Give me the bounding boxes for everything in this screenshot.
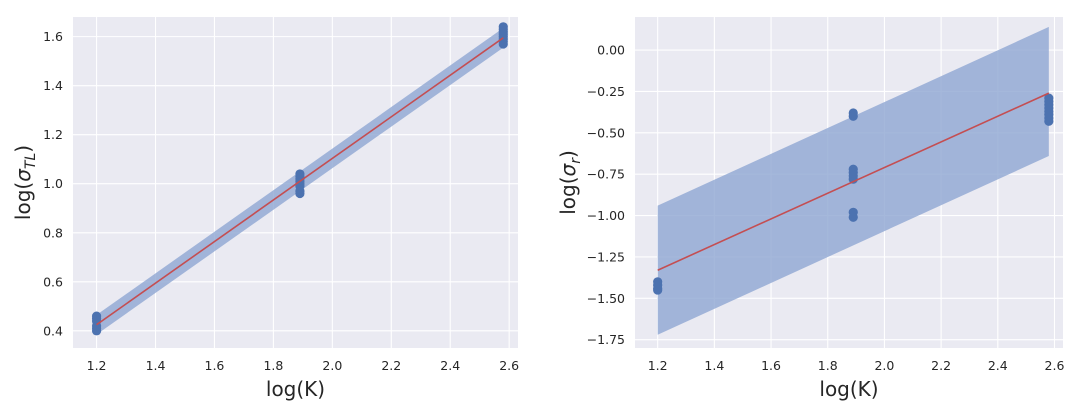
regression-line: [96, 37, 504, 326]
x-tick-label: 2.0: [322, 358, 342, 373]
x-tick-label: 1.6: [761, 358, 781, 373]
left-chart: 1.2 1.4 1.6 1.8 2.0 2.2 2.4 2.6 0.4 0.6 0.8 1.0 1.2 1…: [11, 17, 519, 401]
plot-content: [653, 26, 1054, 335]
x-tick-label: 2.2: [381, 358, 401, 373]
x-tick-label: 2.4: [440, 358, 460, 373]
data-point: [498, 22, 508, 32]
y-axis-label-sigma: σ: [556, 162, 580, 176]
x-tick-label: 1.4: [146, 358, 166, 373]
x-tick-label: 1.2: [648, 358, 668, 373]
y-tick-label: −0.50: [587, 125, 625, 140]
x-tick-label: 1.8: [818, 358, 838, 373]
y-axis-label-subscript: TL: [23, 153, 39, 169]
x-tick-label: 1.8: [263, 358, 283, 373]
x-axis-label: log(K): [819, 377, 878, 401]
data-point: [848, 212, 858, 222]
data-point: [848, 111, 858, 121]
y-axis-label: log(σTL): [11, 145, 39, 220]
data-point: [653, 285, 663, 295]
data-point: [1044, 116, 1054, 126]
x-tick-label: 2.6: [499, 358, 519, 373]
data-point: [295, 169, 305, 179]
y-tick-label: 0.8: [43, 225, 63, 240]
x-tick-label: 1.6: [205, 358, 225, 373]
x-tick-label: 2.6: [1045, 358, 1065, 373]
y-tick-label: 1.6: [43, 29, 63, 44]
data-point: [91, 311, 102, 321]
y-tick-label: −1.25: [587, 249, 625, 264]
x-tick-label: 2.0: [874, 358, 894, 373]
y-axis-label-sigma: σ: [11, 168, 35, 182]
right-chart: 1.2 1.4 1.6 1.8 2.0 2.2 2.4 2.6 −1.75 −1.50 −1.25 −…: [556, 17, 1064, 401]
y-tick-label: 0.6: [43, 274, 63, 289]
x-tick-label: 1.4: [704, 358, 724, 373]
y-tick-label: −1.75: [587, 332, 625, 347]
x-tick-label: 2.4: [988, 358, 1008, 373]
y-axis-label-suffix: ): [11, 145, 35, 153]
y-axis-label-suffix: ): [556, 150, 580, 158]
y-tick-label: −0.25: [587, 84, 625, 99]
x-tick-label: 1.2: [87, 358, 107, 373]
y-tick-label: 1.0: [43, 176, 63, 191]
plot-content: [91, 22, 508, 336]
y-axis-label: log(σr): [556, 150, 584, 215]
y-tick-label: −1.50: [587, 291, 625, 306]
y-tick-label: 0.4: [43, 323, 63, 338]
y-axis-label-prefix: log(: [556, 176, 580, 214]
regression-line: [657, 92, 1050, 271]
y-axis-label-prefix: log(: [11, 182, 35, 220]
gridlines: [73, 17, 518, 348]
y-tick-label: −0.75: [587, 167, 625, 182]
x-tick-label: 2.2: [931, 358, 951, 373]
y-axis-label-subscript: r: [568, 157, 584, 164]
y-tick-label: 1.4: [43, 78, 63, 93]
y-tick-label: 1.2: [43, 127, 63, 142]
y-tick-label: −1.00: [587, 208, 625, 223]
x-axis-label: log(K): [266, 377, 325, 401]
y-tick-label: 0.00: [597, 43, 625, 58]
